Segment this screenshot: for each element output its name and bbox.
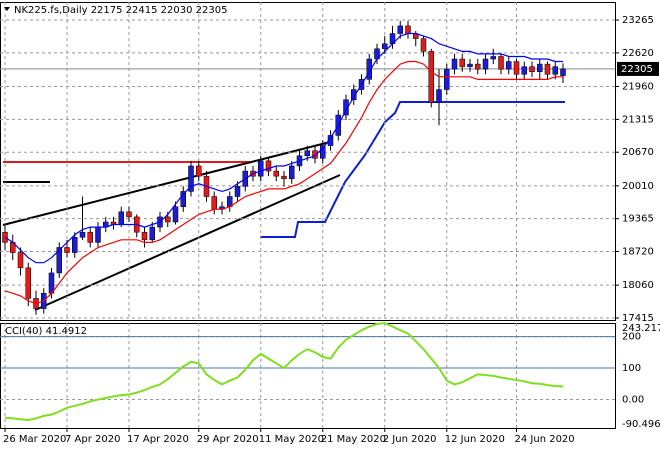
y-tick-label: 200 bbox=[622, 332, 641, 343]
candle-body bbox=[482, 58, 489, 70]
y-tick-label: 20010 bbox=[622, 181, 654, 192]
candle-body bbox=[498, 56, 504, 70]
y-tick-label: 21315 bbox=[622, 114, 654, 125]
x-tick-label: 24 Jun 2020 bbox=[515, 434, 575, 445]
indicator-line bbox=[4, 32, 563, 264]
y-tick-label: 23265 bbox=[622, 15, 654, 26]
candle-body bbox=[165, 216, 171, 223]
y-tick-label: 17415 bbox=[622, 313, 654, 324]
candle-body bbox=[560, 68, 566, 76]
y-tick-label: 243.2176 bbox=[622, 323, 660, 334]
candle-body bbox=[552, 66, 558, 75]
candle-body bbox=[351, 89, 357, 100]
candle-body bbox=[265, 160, 272, 172]
x-tick-label: 17 Apr 2020 bbox=[127, 434, 189, 445]
x-tick-label: 11 May 2020 bbox=[259, 434, 324, 445]
candle-body bbox=[273, 170, 279, 177]
x-tick-label: 2 Jun 2020 bbox=[383, 434, 437, 445]
y-tick-label: 19365 bbox=[622, 214, 654, 225]
y-tick-label: -90.4964 bbox=[622, 419, 660, 430]
candle-body bbox=[87, 231, 93, 243]
candle-body bbox=[451, 58, 458, 70]
candle-body bbox=[544, 63, 551, 75]
y-tick-label: 20670 bbox=[622, 147, 654, 158]
candle-body bbox=[436, 89, 442, 103]
candle-body bbox=[405, 25, 411, 34]
panel-frame bbox=[0, 323, 616, 429]
indicator-line bbox=[4, 60, 563, 305]
y-tick-label: 21960 bbox=[622, 82, 654, 93]
candle-body bbox=[211, 196, 217, 210]
candle-body bbox=[467, 63, 473, 67]
trend-line-upper bbox=[2, 141, 331, 226]
candle-body bbox=[289, 165, 295, 179]
y-tick-label: 100 bbox=[622, 363, 641, 374]
candle-body bbox=[172, 206, 179, 223]
candle-body bbox=[95, 226, 101, 243]
candle-body bbox=[506, 61, 512, 70]
candle-body bbox=[320, 145, 326, 159]
candle-body bbox=[25, 267, 31, 299]
candle-body bbox=[428, 51, 434, 103]
y-tick-label: 18720 bbox=[622, 247, 654, 258]
candle-body bbox=[141, 231, 148, 241]
candle-body bbox=[366, 58, 372, 80]
candle-body bbox=[397, 25, 403, 34]
x-tick-label: 29 Apr 2020 bbox=[197, 434, 259, 445]
candle-body bbox=[17, 252, 24, 269]
drawings bbox=[2, 101, 565, 311]
y-tick-label: 18060 bbox=[622, 280, 654, 291]
candle-body bbox=[2, 231, 8, 243]
candle-body bbox=[420, 38, 427, 52]
candle-body bbox=[149, 226, 155, 241]
candle-body bbox=[64, 247, 70, 253]
candle-body bbox=[196, 165, 202, 177]
candle-body bbox=[126, 211, 132, 218]
x-tick-label: 26 Mar 2020 bbox=[3, 434, 66, 445]
candle-body bbox=[118, 211, 124, 225]
candle-body bbox=[312, 150, 318, 159]
candle-body bbox=[258, 160, 264, 177]
candle-body bbox=[188, 165, 194, 192]
candle-body bbox=[343, 99, 349, 116]
candle-body bbox=[521, 66, 527, 75]
candle-body bbox=[72, 237, 78, 253]
panel-frame bbox=[0, 2, 616, 321]
candle-body bbox=[304, 150, 310, 157]
trend-line-lower bbox=[34, 174, 341, 311]
y-tick-label: 0.00 bbox=[622, 395, 644, 406]
last-price-label: 22305 bbox=[621, 64, 653, 75]
y-tick-label: 22620 bbox=[622, 48, 654, 59]
last-price-box bbox=[617, 61, 659, 76]
chart-title: NK225.fs,Daily 22175 22415 22030 22305 bbox=[14, 5, 227, 16]
collapse-icon bbox=[4, 7, 10, 11]
candle-body bbox=[180, 191, 186, 207]
candle-body bbox=[459, 58, 465, 67]
candle-body bbox=[513, 61, 520, 75]
header: NK225.fs,Daily 22175 22415 22030 22305 C… bbox=[4, 5, 227, 337]
candle-body bbox=[444, 68, 450, 90]
x-tick-label: 7 Apr 2020 bbox=[65, 434, 120, 445]
candle-body bbox=[529, 66, 535, 72]
indicator-line bbox=[4, 322, 564, 422]
candle-body bbox=[382, 43, 388, 50]
support-step-line bbox=[260, 101, 565, 238]
candle-body bbox=[537, 63, 543, 72]
candle-body bbox=[475, 63, 481, 70]
candle-body bbox=[79, 231, 86, 238]
candle-body bbox=[281, 175, 287, 179]
x-tick-label: 12 Jun 2020 bbox=[445, 434, 505, 445]
candle-body bbox=[56, 247, 62, 274]
indicator-title: CCI(40) 41.4912 bbox=[5, 326, 87, 337]
x-tick-label: 21 May 2020 bbox=[321, 434, 386, 445]
candle-body bbox=[234, 186, 241, 197]
candle-body bbox=[490, 56, 496, 60]
layer bbox=[2, 20, 566, 422]
